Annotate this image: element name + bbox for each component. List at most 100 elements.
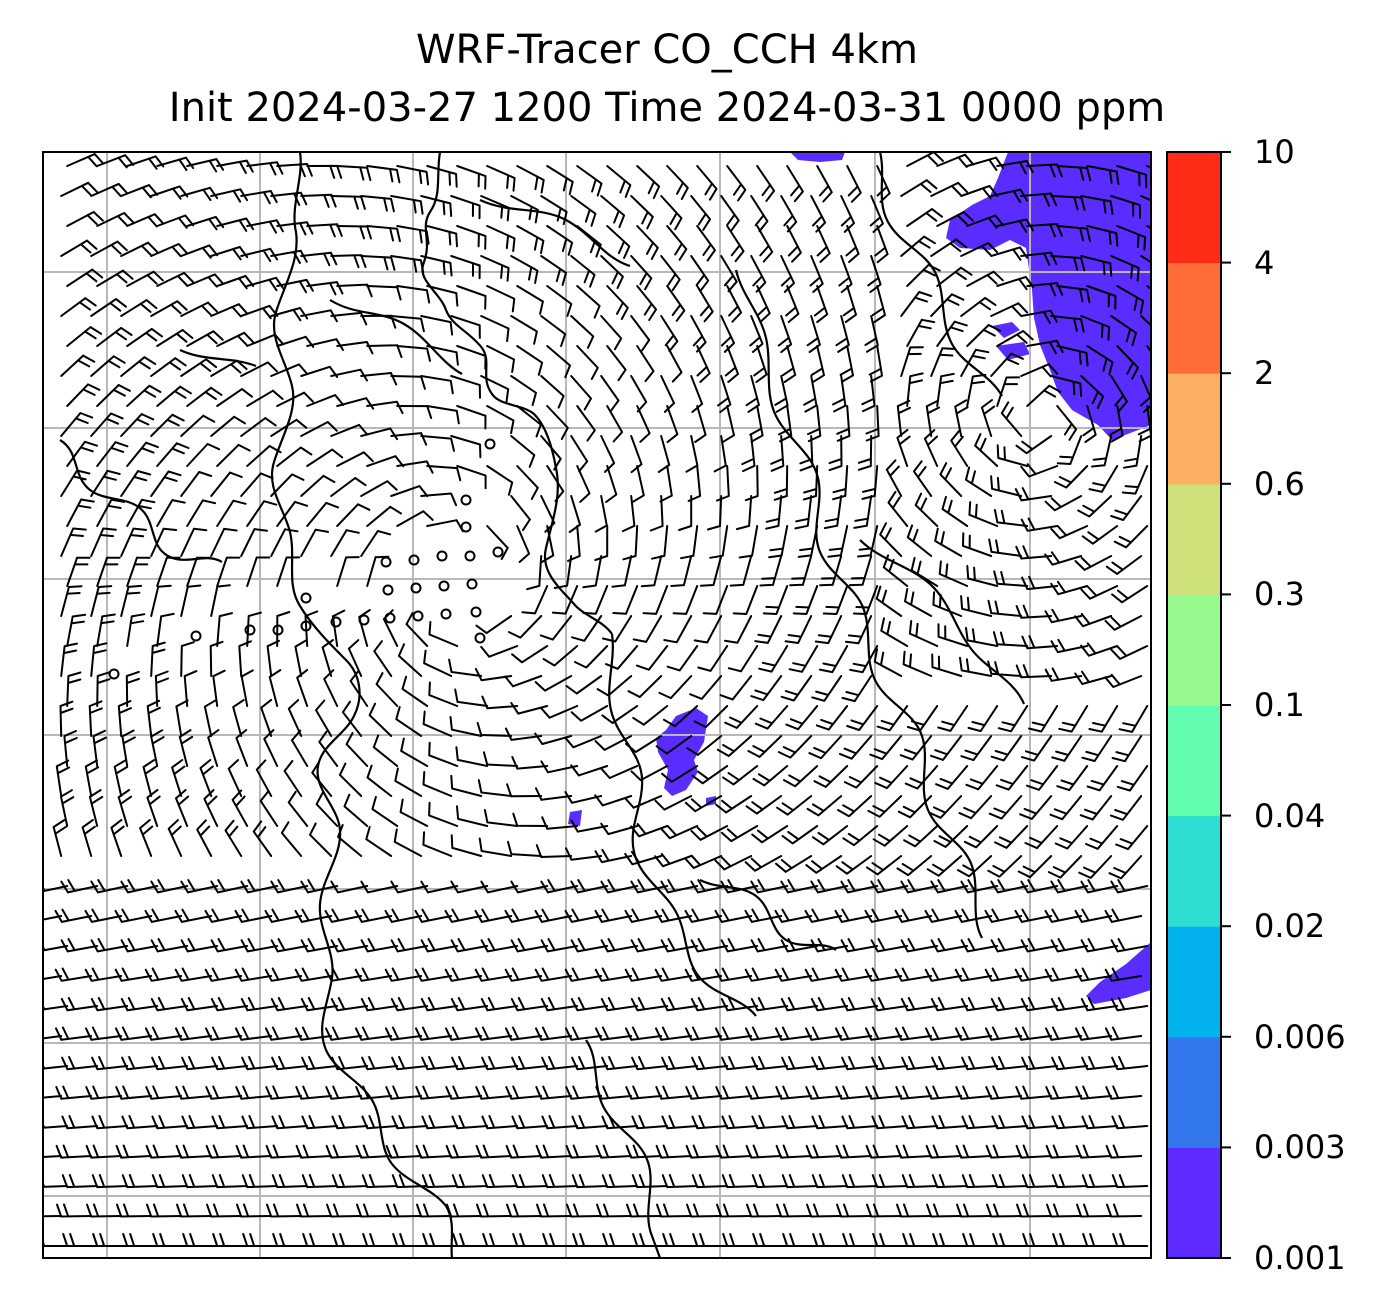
wind-barb — [1024, 825, 1059, 850]
wind-barb — [480, 880, 519, 894]
wind-barb — [204, 908, 243, 923]
wind-barb — [1053, 465, 1089, 489]
wind-barb — [600, 195, 626, 229]
wind-barb — [426, 225, 458, 248]
wind-barb — [746, 1203, 783, 1218]
wind-barb — [325, 1144, 363, 1159]
wind-barb — [960, 735, 993, 762]
wind-barb — [85, 1085, 123, 1100]
wind-barb — [1074, 612, 1113, 628]
wind-barb — [882, 554, 909, 587]
wind-barb — [626, 1203, 663, 1218]
wind-barb — [150, 300, 188, 317]
wind-barb — [211, 1174, 249, 1189]
wind-barb — [811, 825, 849, 846]
wind-barb — [180, 641, 195, 677]
wind-barb — [852, 585, 879, 615]
wind-barb — [840, 195, 855, 233]
wind-barb — [716, 1203, 753, 1218]
wind-barb — [930, 347, 957, 377]
wind-barb — [120, 413, 155, 437]
wind-barb — [330, 195, 366, 210]
wind-barb — [865, 1026, 903, 1041]
wind-barb — [1028, 705, 1059, 733]
wind-barb — [120, 527, 147, 557]
wind-barb — [1140, 315, 1151, 327]
wind-barb — [685, 1026, 723, 1041]
wind-barb — [390, 255, 425, 274]
wind-barb — [186, 158, 225, 173]
wind-barb — [210, 415, 246, 437]
calm-wind-marker — [470, 606, 482, 618]
wind-barb — [61, 1056, 99, 1071]
wind-barb — [366, 225, 401, 243]
wind-barb — [1105, 1144, 1143, 1159]
colorbar-segment — [1167, 594, 1221, 706]
wind-barb — [1123, 435, 1143, 469]
wind-barb — [55, 1085, 93, 1100]
wind-barb — [1058, 705, 1089, 733]
wind-barb — [263, 729, 279, 767]
wind-barb — [1015, 1144, 1053, 1159]
wind-barb — [238, 640, 252, 677]
wind-barb — [1079, 795, 1113, 821]
wind-barb — [906, 152, 944, 167]
wind-barb — [931, 1056, 969, 1071]
coastline-peninsula-west — [421, 152, 613, 635]
wind-barb — [857, 525, 879, 558]
wind-barb — [780, 675, 813, 702]
wind-barb — [738, 525, 759, 559]
wind-barb — [330, 477, 367, 497]
wind-barb — [90, 298, 127, 317]
wind-barb — [594, 967, 633, 982]
wind-barb — [331, 1174, 369, 1189]
wind-barb — [635, 645, 669, 671]
wind-barb — [1086, 765, 1119, 792]
wind-barb — [535, 787, 573, 801]
wind-barb — [84, 967, 123, 982]
wind-barb — [336, 397, 375, 410]
wind-barb — [594, 495, 608, 533]
wind-barb — [1044, 551, 1083, 566]
wind-barb — [640, 555, 663, 588]
wind-barb — [90, 879, 129, 894]
wind-barb — [216, 331, 254, 347]
wind-barb — [401, 675, 429, 707]
wind-barb — [66, 383, 101, 407]
wind-barb — [150, 641, 166, 677]
wind-barb — [1074, 967, 1113, 982]
wind-barb — [720, 879, 759, 894]
wind-barb — [632, 705, 669, 726]
wind-barb — [420, 492, 458, 507]
wind-barb — [235, 729, 249, 767]
wind-barb — [724, 615, 753, 644]
wind-barb — [565, 1026, 603, 1041]
wind-barb — [861, 375, 876, 413]
wind-barb — [415, 1144, 453, 1159]
wind-barb — [874, 765, 909, 790]
wind-barb — [450, 255, 481, 280]
wind-barb — [565, 675, 603, 695]
wind-barb — [1112, 1233, 1149, 1247]
wind-barb — [656, 1203, 693, 1218]
wind-barb — [1056, 435, 1083, 465]
wind-barb — [360, 195, 395, 213]
wind-barb — [276, 446, 313, 467]
wind-barb — [540, 255, 567, 286]
wind-barb — [385, 1144, 423, 1159]
wind-barb — [507, 840, 543, 857]
wind-barb — [60, 354, 96, 377]
wind-barb — [1081, 1174, 1119, 1189]
wind-barb — [715, 1026, 753, 1041]
wind-barb — [60, 469, 91, 497]
wind-barb — [60, 938, 99, 953]
wind-barb — [684, 967, 723, 982]
wind-barb — [780, 997, 819, 1012]
wind-barb — [570, 315, 595, 349]
wind-barb — [366, 285, 402, 301]
wind-barb — [210, 997, 249, 1012]
wind-barb — [930, 293, 965, 317]
wind-barb — [720, 997, 759, 1012]
wind-barb — [595, 1026, 633, 1041]
wind-barb — [805, 1085, 843, 1100]
